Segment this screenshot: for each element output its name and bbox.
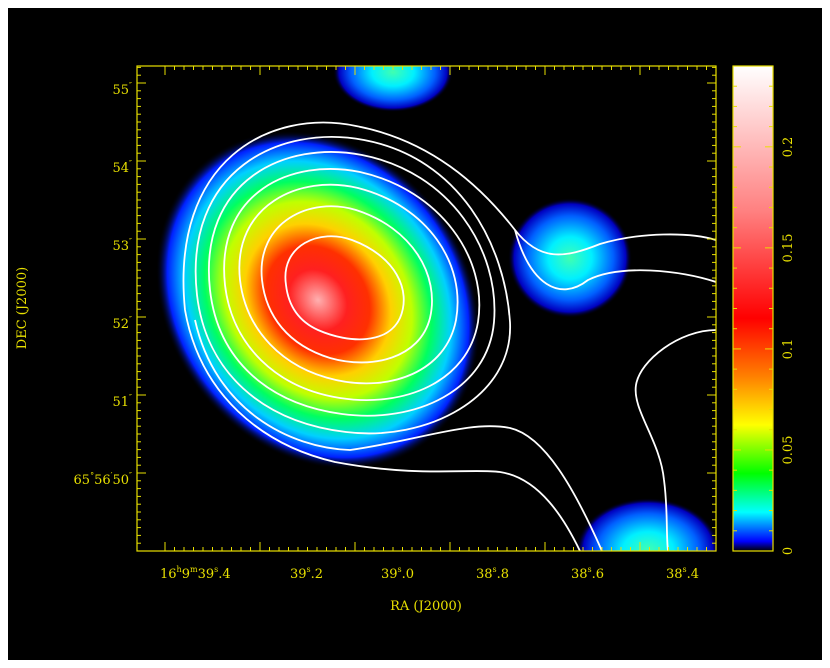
x-tick-labels: 16h9m39s.4 39s.2 39s.0 38s.8 38s.6 38s.4 xyxy=(160,565,699,582)
colorbar-tick-labels: 0 0.05 0.1 0.15 0.2 xyxy=(781,137,796,555)
y-tick-52: 52″ xyxy=(112,315,132,332)
x-axis-title: RA (J2000) xyxy=(390,599,462,614)
colorbar-label-0-1: 0.1 xyxy=(781,339,796,360)
colorbar-label-0-05: 0.05 xyxy=(781,436,796,465)
x-tick-38-8: 38s.8 xyxy=(476,565,509,582)
colorbar xyxy=(732,65,774,552)
contour-lines xyxy=(182,121,716,551)
contour-outer-lower xyxy=(184,309,581,551)
bottom-right-source-blob xyxy=(576,498,716,551)
colorbar-label-0: 0 xyxy=(781,547,796,555)
intensity-map xyxy=(137,66,716,551)
x-tick-39-0: 39s.0 xyxy=(381,565,414,582)
y-tick-51: 51″ xyxy=(112,393,132,410)
colorbar-ticks xyxy=(733,65,773,552)
plot-frame xyxy=(136,65,717,552)
colorbar-label-0-15: 0.15 xyxy=(781,234,796,263)
frame-ticks xyxy=(137,66,717,552)
top-source-blob xyxy=(333,66,453,112)
x-tick-38-4: 38s.4 xyxy=(666,565,699,582)
y-tick-53: 53″ xyxy=(112,237,132,254)
x-tick-39-2: 39s.2 xyxy=(290,565,323,582)
y-axis-title: DEC (J2000) xyxy=(15,267,30,349)
y-tick-50: 65°56′50″ xyxy=(74,471,132,488)
x-tick-38-6: 38s.6 xyxy=(571,565,604,582)
contour-level-1 xyxy=(284,235,405,341)
y-tick-labels: 65°56′50″ 51″ 52″ 53″ 54″ 55″ xyxy=(74,81,132,488)
contour-level-6 xyxy=(194,136,511,435)
contour-outer-upper-2 xyxy=(514,229,716,291)
colorbar-label-0-2: 0.2 xyxy=(781,137,796,158)
contour-right-branch xyxy=(634,329,716,551)
x-tick-39-4: 16h9m39s.4 xyxy=(160,565,231,582)
contour-outer-upper xyxy=(182,121,716,311)
right-source-blob xyxy=(508,198,632,318)
contour-level-2 xyxy=(260,205,433,364)
y-tick-54: 54″ xyxy=(112,159,132,176)
y-tick-55: 55″ xyxy=(112,81,132,98)
contour-outer-lower-2 xyxy=(194,319,603,551)
contour-level-4 xyxy=(223,168,481,401)
contour-level-3 xyxy=(238,183,459,385)
contour-level-5 xyxy=(207,151,496,417)
